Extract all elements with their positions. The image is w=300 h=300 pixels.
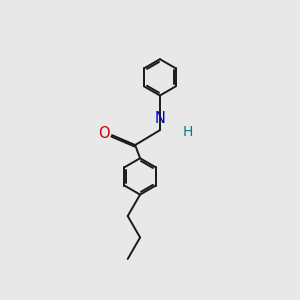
Text: H: H xyxy=(183,125,194,139)
Text: O: O xyxy=(98,126,109,141)
Text: N: N xyxy=(154,111,165,126)
